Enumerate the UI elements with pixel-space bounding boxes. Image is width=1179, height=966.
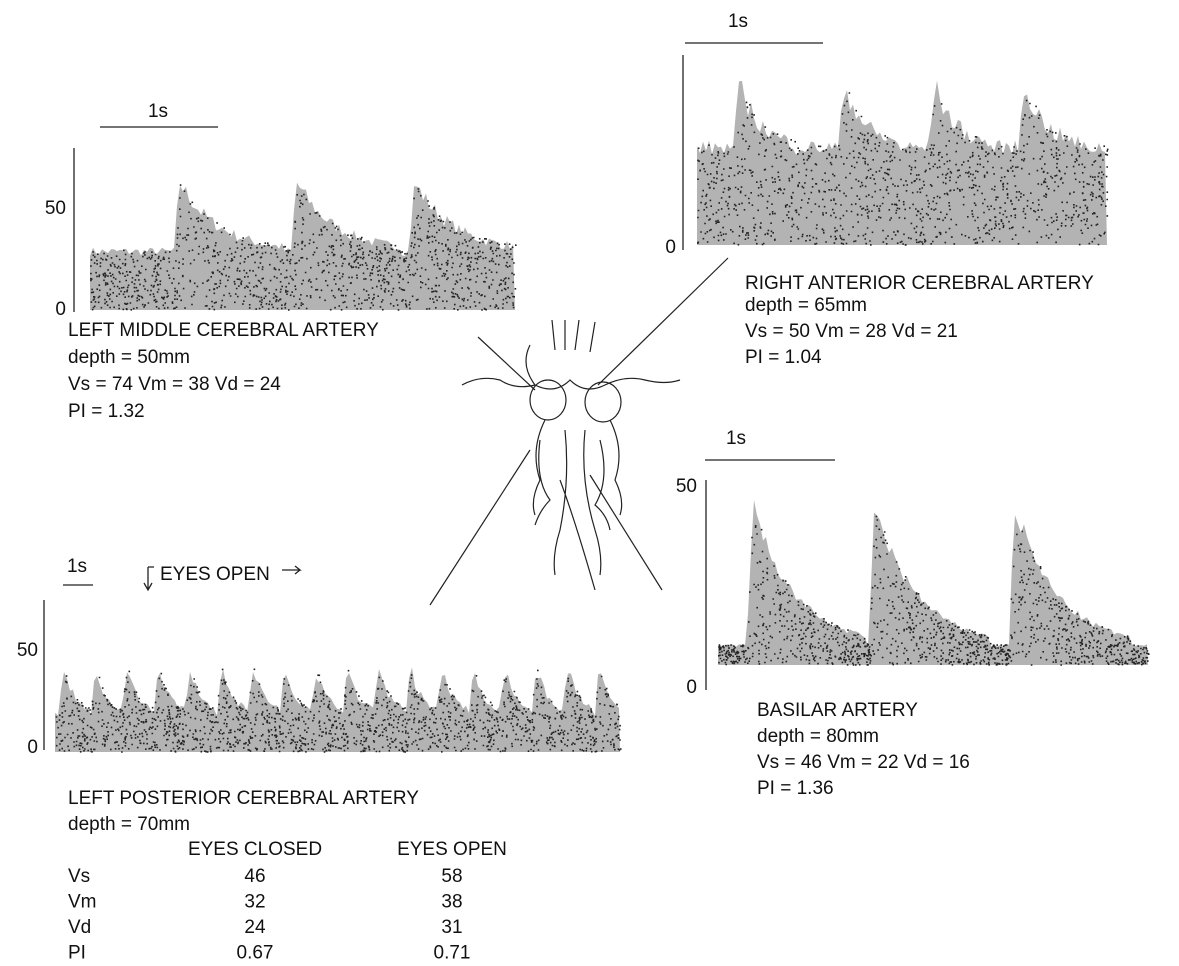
table-cell: 31 <box>441 917 462 938</box>
lpca-panel: 1s EYES OPEN 50 0 LEFT POSTERIOR CEREBRA… <box>17 556 622 964</box>
waveform <box>55 667 622 752</box>
table-cell: 58 <box>441 866 462 887</box>
y-tick-label: 0 <box>686 677 697 698</box>
detail: Vs = 74 Vm = 38 Vd = 24 <box>68 374 281 395</box>
detail: PI = 1.32 <box>68 401 145 422</box>
row-label: Vd <box>68 917 91 938</box>
y-tick-label: 50 <box>17 640 38 661</box>
y-tick-label: 0 <box>55 299 66 320</box>
scale-label: 1s <box>67 556 87 577</box>
artery-title: LEFT POSTERIOR CEREBRAL ARTERY <box>68 788 419 809</box>
connector <box>598 258 728 385</box>
artery-title: BASILAR ARTERY <box>757 700 918 721</box>
table-cell: 0.67 <box>237 943 274 964</box>
table-cell: 32 <box>244 892 265 913</box>
table-cell: 38 <box>441 892 462 913</box>
raca-panel: 1s 0 RIGHT ANTERIOR CEREBRAL ARTERY dept… <box>665 11 1108 368</box>
y-tick-label: 0 <box>27 737 38 758</box>
table-cell: 24 <box>244 917 266 938</box>
table-cell: 0.71 <box>434 943 471 964</box>
scale-label: 1s <box>726 428 746 449</box>
waveform-envelope <box>90 183 515 310</box>
row-label: PI <box>68 943 86 964</box>
detail: depth = 50mm <box>68 347 190 368</box>
waveform <box>697 81 1109 245</box>
waveform <box>718 500 1150 665</box>
vessel-diagram <box>462 320 680 590</box>
waveform <box>90 183 517 310</box>
row-label: Vs <box>68 866 90 887</box>
row-label: Vm <box>68 892 97 913</box>
y-tick-label: 50 <box>45 198 66 219</box>
y-tick-label: 50 <box>676 476 697 497</box>
connector <box>430 450 530 605</box>
detail: Vs = 46 Vm = 22 Vd = 16 <box>757 752 970 773</box>
basilar-panel: 1s 50 0 BASILAR ARTERY depth = 80mm Vs =… <box>676 428 1150 799</box>
waveform-envelope <box>697 81 1107 245</box>
detail: PI = 1.04 <box>745 347 822 368</box>
lmca-panel: 1s 50 0 LEFT MIDDLE CEREBRAL ARTERY dept… <box>45 101 517 422</box>
scale-label: 1s <box>728 11 748 32</box>
column-header: EYES CLOSED <box>188 839 322 860</box>
column-header: EYES OPEN <box>397 839 507 860</box>
waveform-envelope <box>718 500 1148 665</box>
figure: 1s 50 0 LEFT MIDDLE CEREBRAL ARTERY dept… <box>0 0 1179 966</box>
artery-title: LEFT MIDDLE CEREBRAL ARTERY <box>68 320 379 341</box>
annotation: EYES OPEN <box>160 564 270 585</box>
table-cell: 46 <box>244 866 265 887</box>
detail: PI = 1.36 <box>757 778 834 799</box>
table: Vs 46 58 Vm 32 38 Vd 24 31 PI 0.67 0.71 <box>68 866 470 964</box>
detail: Vs = 50 Vm = 28 Vd = 21 <box>745 321 958 342</box>
detail: depth = 65mm <box>745 295 867 316</box>
y-tick-label: 0 <box>665 237 676 258</box>
scale-label: 1s <box>148 101 168 122</box>
detail: depth = 70mm <box>68 814 190 835</box>
detail: depth = 80mm <box>757 726 879 747</box>
artery-title: RIGHT ANTERIOR CEREBRAL ARTERY <box>745 273 1094 294</box>
